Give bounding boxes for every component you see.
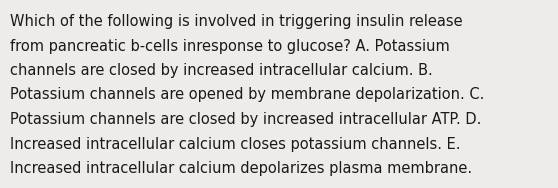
- Text: from pancreatic b-cells inresponse to glucose? A. Potassium: from pancreatic b-cells inresponse to gl…: [10, 39, 450, 54]
- Text: Potassium channels are opened by membrane depolarization. C.: Potassium channels are opened by membran…: [10, 87, 484, 102]
- Text: channels are closed by increased intracellular calcium. B.: channels are closed by increased intrace…: [10, 63, 433, 78]
- Text: Potassium channels are closed by increased intracellular ATP. D.: Potassium channels are closed by increas…: [10, 112, 482, 127]
- Text: Increased intracellular calcium closes potassium channels. E.: Increased intracellular calcium closes p…: [10, 136, 460, 152]
- Text: Which of the following is involved in triggering insulin release: Which of the following is involved in tr…: [10, 14, 463, 29]
- Text: Increased intracellular calcium depolarizes plasma membrane.: Increased intracellular calcium depolari…: [10, 161, 472, 176]
